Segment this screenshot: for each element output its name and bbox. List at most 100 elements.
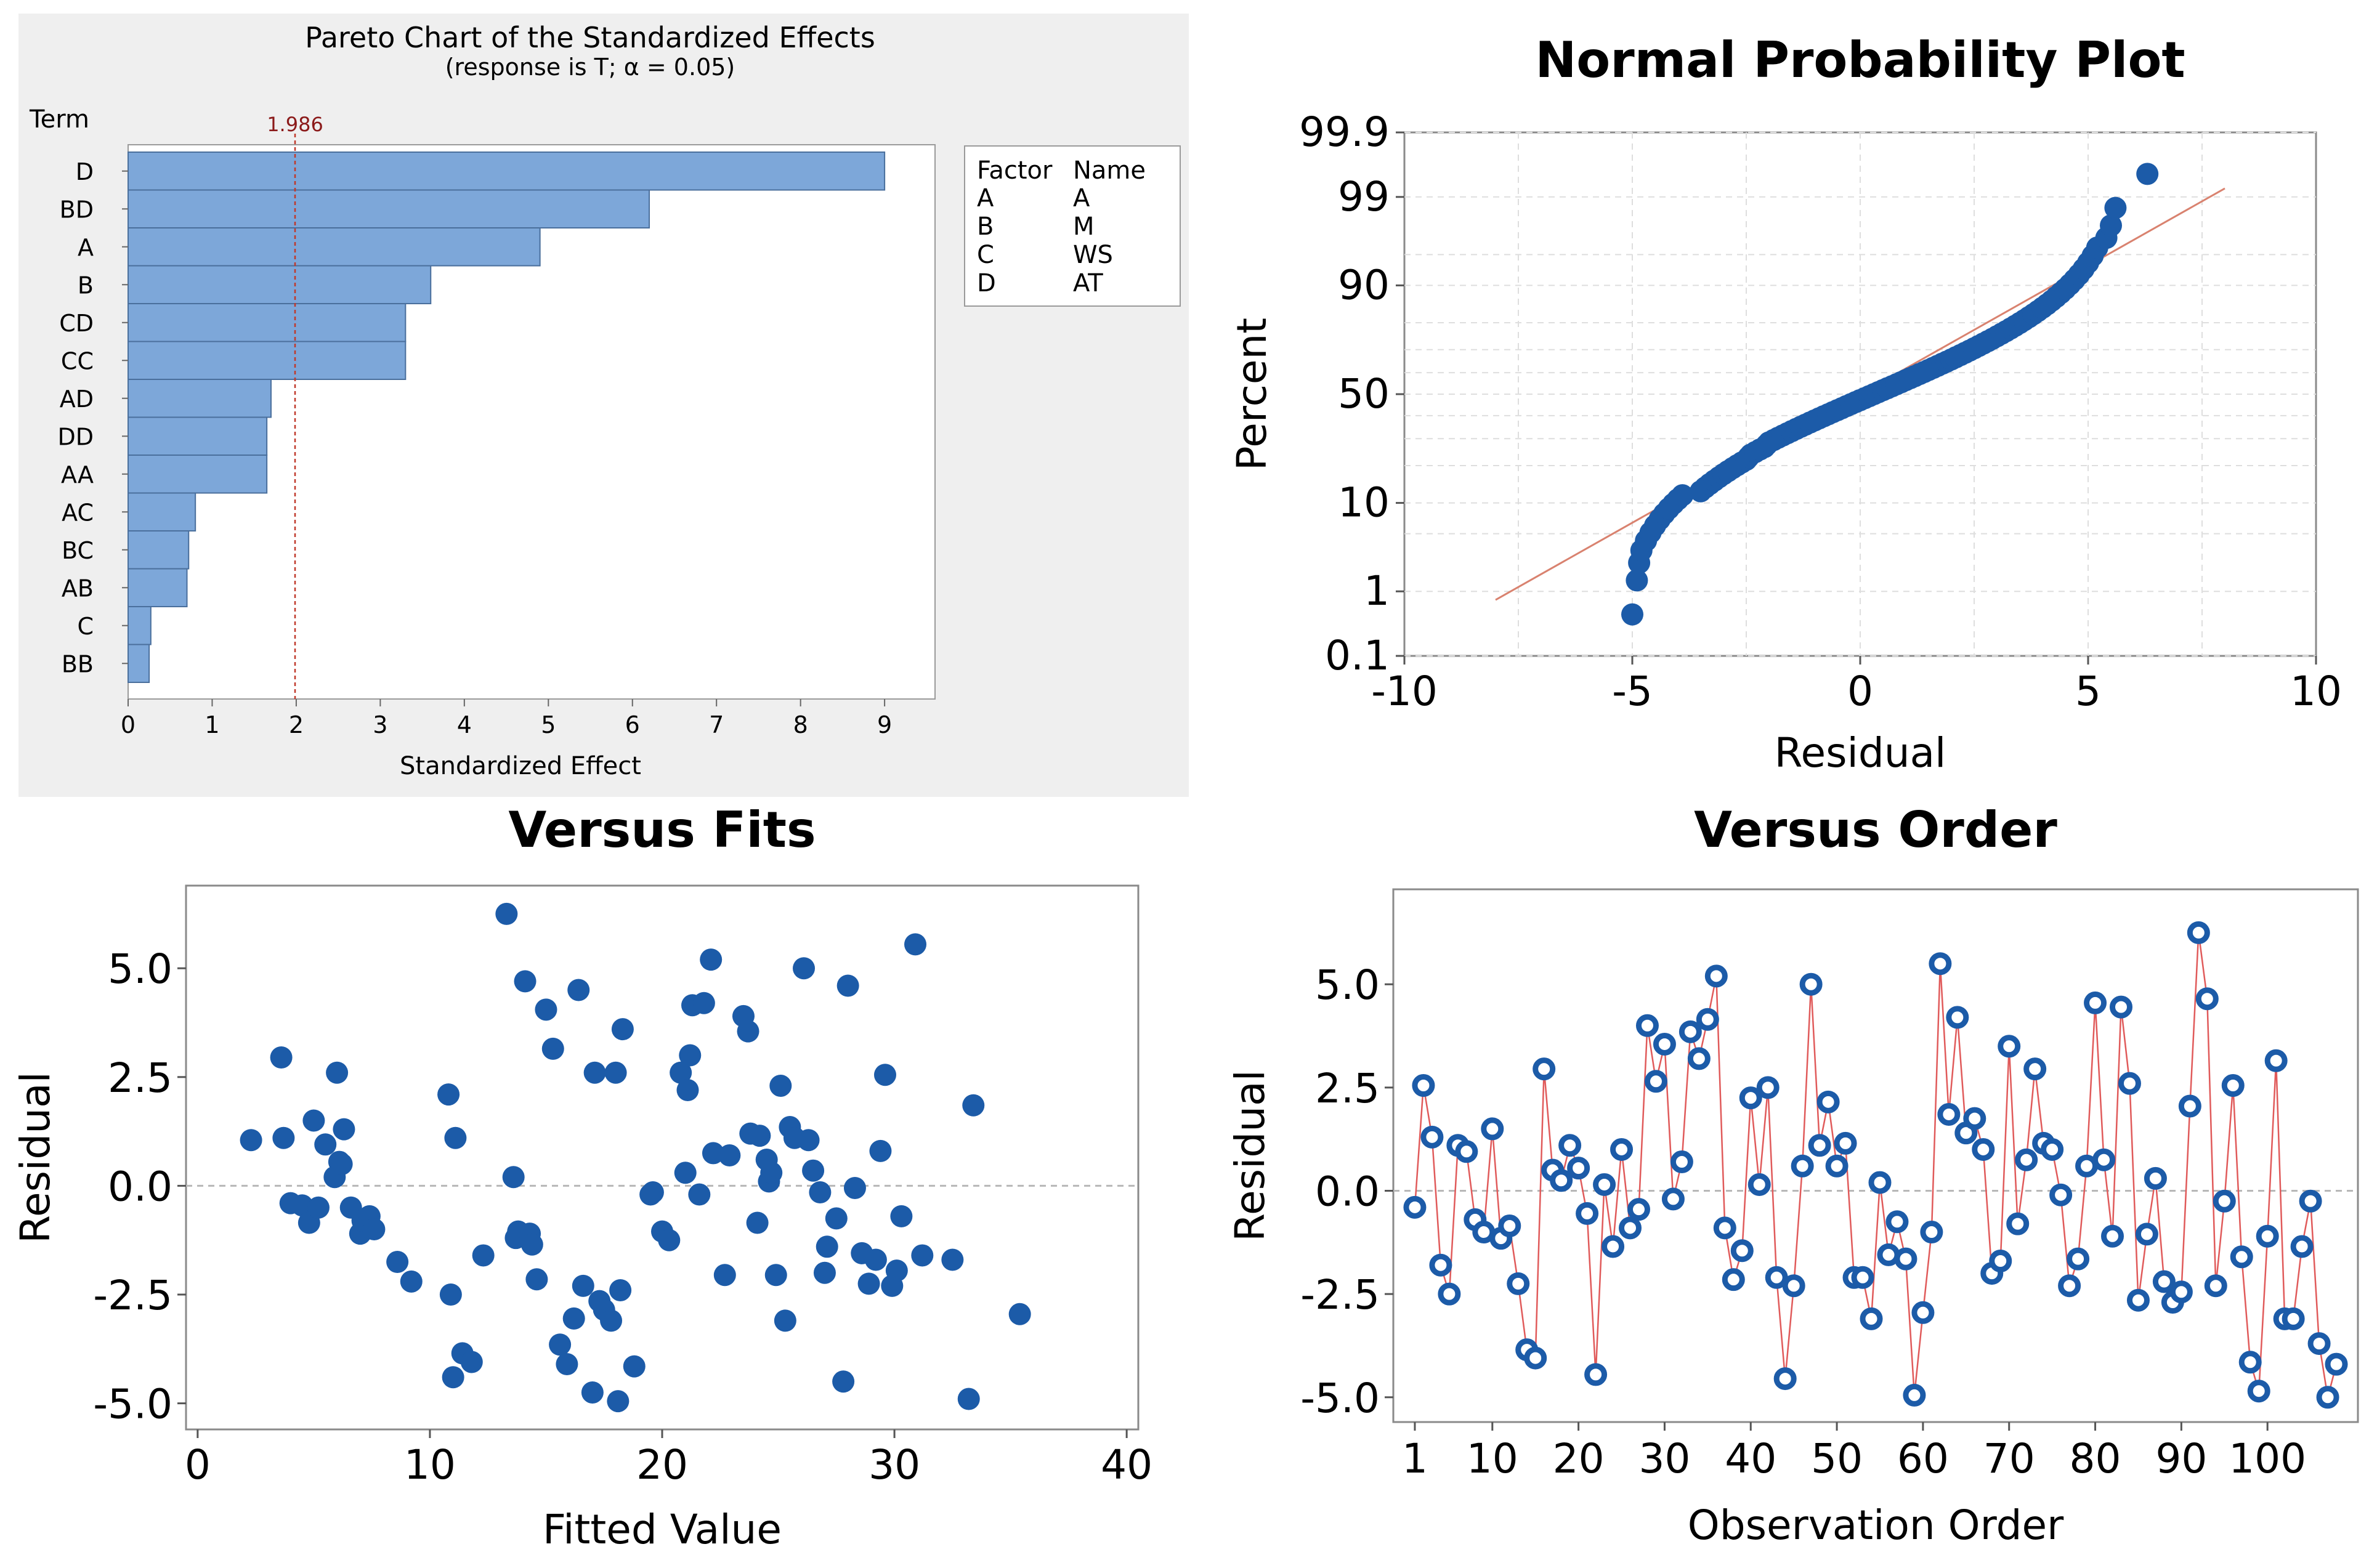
npp-point bbox=[1626, 569, 1648, 592]
npp-point bbox=[1671, 484, 1694, 507]
order-point bbox=[2213, 1189, 2236, 1213]
order-point bbox=[1825, 1154, 1849, 1178]
order-point bbox=[1558, 1134, 1582, 1157]
pareto-term-label: CC bbox=[61, 347, 94, 374]
fits-point bbox=[291, 1194, 314, 1217]
order-x-tick-label: 100 bbox=[2229, 1435, 2306, 1482]
versus-fits-chart: Versus Fits 5.0 2.5 0.0 -2.5 -5.0 0 10 20 30 40 Fit… bbox=[12, 801, 1152, 1553]
fits-point bbox=[832, 1370, 855, 1393]
order-point bbox=[2325, 1352, 2348, 1376]
pareto-bar bbox=[128, 303, 407, 342]
pareto-title: Pareto Chart of the Standardized Effects bbox=[305, 21, 875, 54]
fits-point bbox=[702, 1142, 724, 1165]
order-point bbox=[1747, 1173, 1771, 1196]
fits-y-tick-label: 2.5 bbox=[108, 1054, 172, 1102]
fits-point bbox=[688, 1183, 711, 1206]
fits-y-tick-label: 5.0 bbox=[108, 945, 172, 993]
normal-probability-plot: Normal Probability Plot99.99990501010.1-… bbox=[1228, 31, 2342, 777]
order-x-tick-label: 90 bbox=[2155, 1435, 2207, 1482]
order-point bbox=[2299, 1189, 2322, 1213]
order-point bbox=[2221, 1074, 2245, 1097]
order-point bbox=[2290, 1235, 2314, 1258]
order-point bbox=[1704, 964, 1728, 988]
order-y-tick-label: 2.5 bbox=[1315, 1065, 1380, 1112]
pareto-x-tick-label: 6 bbox=[625, 711, 640, 738]
pareto-y-axis-label: Term bbox=[29, 105, 89, 134]
pareto-term-label: DD bbox=[57, 423, 94, 450]
order-point bbox=[2101, 1224, 2124, 1248]
fits-point bbox=[363, 1218, 386, 1241]
pareto-term-label: CD bbox=[59, 310, 94, 337]
fits-point bbox=[270, 1046, 293, 1069]
fits-point bbox=[941, 1248, 964, 1271]
pareto-legend-name: M bbox=[1073, 212, 1095, 241]
fits-point bbox=[670, 1061, 692, 1084]
order-point bbox=[1420, 1125, 1444, 1149]
pareto-x-tick-label: 7 bbox=[709, 711, 724, 738]
pareto-x-tick-label: 5 bbox=[541, 711, 556, 738]
fits-point bbox=[307, 1196, 330, 1219]
order-point bbox=[2084, 991, 2107, 1014]
pareto-chart: Pareto Chart of the Standardized Effects… bbox=[18, 14, 1189, 797]
order-point bbox=[2204, 1274, 2227, 1298]
fits-point bbox=[718, 1144, 741, 1166]
order-y-axis-label: Residual bbox=[1226, 1070, 1274, 1242]
order-point bbox=[1903, 1383, 1926, 1407]
order-point bbox=[1963, 1107, 1986, 1130]
fits-point bbox=[843, 1176, 866, 1199]
order-point bbox=[1834, 1131, 1857, 1155]
npp-y-axis-label: Percent bbox=[1228, 318, 1276, 471]
order-point bbox=[1739, 1086, 1762, 1110]
order-point bbox=[1851, 1266, 1874, 1289]
pareto-legend-factor: B bbox=[977, 212, 994, 241]
order-point bbox=[1799, 972, 1823, 996]
fits-point bbox=[864, 1248, 887, 1271]
fits-point bbox=[607, 1390, 630, 1413]
pareto-bar bbox=[128, 227, 541, 267]
order-point bbox=[1782, 1274, 1805, 1298]
npp-x-tick-label: 5 bbox=[2075, 668, 2101, 715]
order-point bbox=[2282, 1307, 2305, 1330]
order-x-tick-label: 1 bbox=[1402, 1435, 1428, 1482]
order-point bbox=[2178, 1094, 2201, 1118]
npp-x-axis-label: Residual bbox=[1775, 729, 1946, 777]
fits-point bbox=[272, 1126, 295, 1149]
versus-order-chart: Versus Order 5.0 2.5 0.0 -2.5 -5.0 1 10 20 30 40 50… bbox=[1226, 801, 2359, 1549]
pareto-legend-header-name: Name bbox=[1073, 156, 1146, 185]
order-point bbox=[2247, 1380, 2270, 1403]
order-title: Versus Order bbox=[1694, 801, 2057, 859]
pareto-legend-factor: D bbox=[977, 269, 996, 297]
fits-point bbox=[520, 1233, 543, 1256]
fits-point bbox=[713, 1264, 736, 1287]
fits-point bbox=[581, 1381, 604, 1404]
pareto-legend-name: AT bbox=[1073, 269, 1103, 297]
fits-point bbox=[748, 1125, 771, 1147]
fits-y-tick-label: -2.5 bbox=[93, 1272, 172, 1319]
order-point bbox=[1972, 1138, 1995, 1161]
order-point bbox=[1593, 1173, 1616, 1196]
pareto-term-label: D bbox=[76, 158, 94, 185]
fits-point bbox=[658, 1229, 681, 1251]
pareto-bar bbox=[128, 416, 268, 456]
pareto-bar bbox=[128, 606, 152, 645]
order-point bbox=[1989, 1249, 2012, 1272]
order-point bbox=[1937, 1102, 1961, 1126]
fits-point bbox=[1008, 1303, 1031, 1325]
fits-point bbox=[746, 1211, 769, 1234]
fits-point bbox=[314, 1133, 337, 1156]
order-y-tick-label: -5.0 bbox=[1300, 1375, 1380, 1422]
order-x-tick-label: 40 bbox=[1725, 1435, 1776, 1482]
npp-y-tick-label: 10 bbox=[1338, 479, 1390, 527]
pareto-x-tick-label: 4 bbox=[457, 711, 472, 738]
order-point bbox=[1635, 1014, 1659, 1037]
fits-point bbox=[774, 1309, 796, 1332]
fits-point bbox=[460, 1351, 483, 1373]
fits-x-axis-label: Fitted Value bbox=[543, 1506, 782, 1553]
fits-point bbox=[890, 1205, 913, 1227]
order-point bbox=[1929, 952, 1952, 976]
pareto-bar bbox=[128, 455, 268, 494]
pareto-legend-name: WS bbox=[1073, 241, 1113, 269]
fits-point bbox=[400, 1270, 423, 1293]
order-y-tick-label: -2.5 bbox=[1300, 1271, 1380, 1319]
pareto-term-label: BB bbox=[62, 650, 94, 677]
